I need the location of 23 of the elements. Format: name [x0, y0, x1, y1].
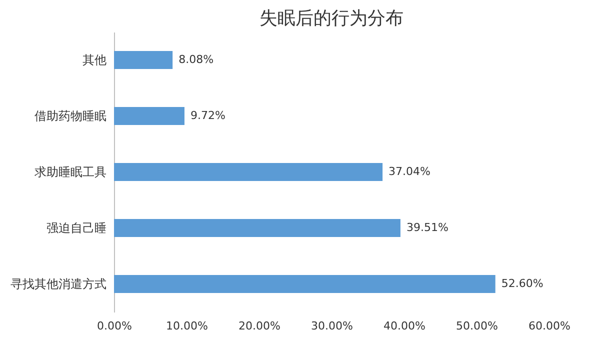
x-tick-label: 60.00%	[528, 320, 570, 332]
y-tick-label: 其他	[82, 53, 106, 67]
x-tick-label: 30.00%	[311, 320, 353, 332]
bar	[114, 219, 400, 237]
x-tick-label: 0.00%	[97, 320, 132, 332]
x-tick-label: 50.00%	[456, 320, 498, 332]
y-tick-label: 强迫自己睡	[46, 221, 106, 235]
y-tick-label: 借助药物睡眠	[34, 109, 106, 123]
bar	[114, 275, 496, 293]
data-label: 9.72%	[190, 109, 226, 122]
data-label: 37.04%	[388, 165, 430, 178]
x-tick-label: 10.00%	[166, 320, 208, 332]
bar	[114, 163, 383, 181]
data-label: 8.08%	[178, 53, 214, 66]
data-label: 52.60%	[501, 277, 544, 290]
chart-title: 失眠后的行为分布	[260, 8, 404, 29]
x-tick-label: 20.00%	[238, 320, 280, 332]
x-tick-label: 40.00%	[384, 320, 426, 332]
bar	[114, 51, 173, 69]
y-tick-label: 求助睡眠工具	[34, 165, 106, 179]
y-tick-label: 寻找其他消遣方式	[10, 277, 106, 291]
data-label: 39.51%	[406, 221, 448, 234]
bar	[114, 107, 184, 125]
